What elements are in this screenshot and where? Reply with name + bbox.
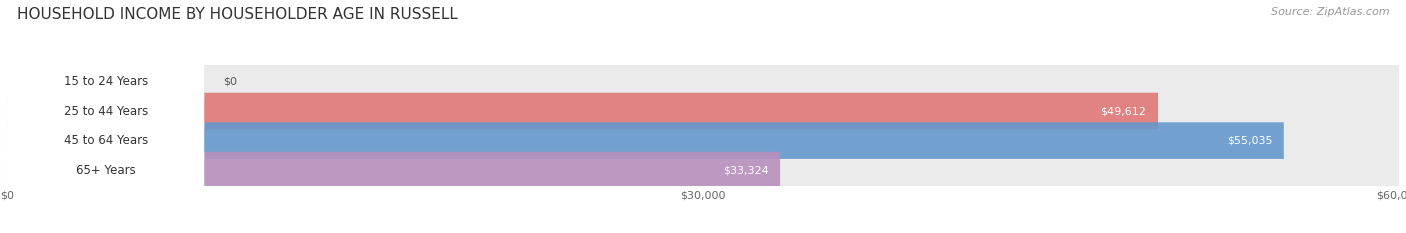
FancyBboxPatch shape [7, 93, 204, 129]
FancyBboxPatch shape [7, 152, 204, 188]
Text: 45 to 64 Years: 45 to 64 Years [63, 134, 148, 147]
Text: 25 to 44 Years: 25 to 44 Years [63, 105, 148, 117]
Text: $55,035: $55,035 [1226, 136, 1272, 146]
FancyBboxPatch shape [7, 63, 1399, 100]
FancyBboxPatch shape [7, 152, 780, 188]
Text: $0: $0 [222, 76, 236, 86]
FancyBboxPatch shape [7, 63, 204, 100]
FancyBboxPatch shape [7, 152, 1399, 188]
FancyBboxPatch shape [7, 122, 204, 159]
Text: $33,324: $33,324 [723, 165, 769, 175]
FancyBboxPatch shape [7, 122, 1399, 159]
Text: Source: ZipAtlas.com: Source: ZipAtlas.com [1271, 7, 1389, 17]
Text: 15 to 24 Years: 15 to 24 Years [63, 75, 148, 88]
Text: 65+ Years: 65+ Years [76, 164, 135, 177]
FancyBboxPatch shape [7, 93, 1399, 129]
Text: HOUSEHOLD INCOME BY HOUSEHOLDER AGE IN RUSSELL: HOUSEHOLD INCOME BY HOUSEHOLDER AGE IN R… [17, 7, 458, 22]
Text: $49,612: $49,612 [1101, 106, 1146, 116]
FancyBboxPatch shape [7, 93, 1159, 129]
FancyBboxPatch shape [7, 122, 1284, 159]
